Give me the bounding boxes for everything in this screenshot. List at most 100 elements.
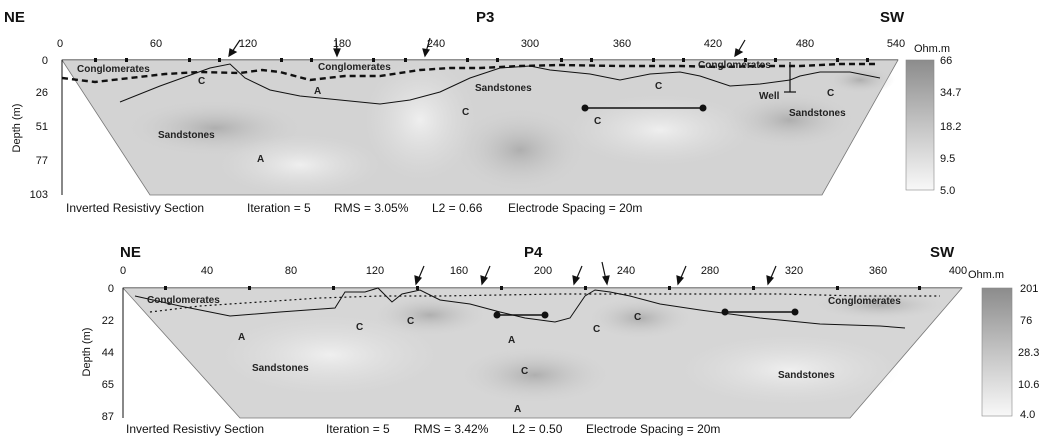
p4-x-tick: 280 xyxy=(701,265,719,277)
p3-depth-axis-label: Depth (m) xyxy=(11,104,23,153)
p4-x-ticks: 0 40 80 120 160 200 240 280 320 360 400 xyxy=(120,265,967,277)
p4-shade xyxy=(680,335,900,405)
p4-probe-end xyxy=(493,311,501,319)
p3-label-a: A xyxy=(314,86,321,97)
p3-right-label: SW xyxy=(880,9,905,26)
p4-x-tick: 160 xyxy=(450,265,468,277)
p4-conglomerate-boundary xyxy=(149,293,940,313)
p3-caption-l2: L2 = 0.66 xyxy=(432,201,483,215)
section-p3: NE P3 SW 0 60 120 180 240 300 360 420 48… xyxy=(4,9,961,215)
p3-scale-value: 5.0 xyxy=(940,185,955,197)
p4-x-tick: 40 xyxy=(201,265,213,277)
p3-label-sandstones: Sandstones xyxy=(789,108,846,119)
p3-electrodes xyxy=(94,58,869,62)
p4-x-tick: 320 xyxy=(785,265,803,277)
p3-depth-tick: 0 xyxy=(42,55,48,67)
p4-electrodes xyxy=(164,286,921,290)
p4-left-label: NE xyxy=(120,244,141,261)
p4-label-conglomerates: Conglomerates xyxy=(828,296,901,307)
p4-scale-value: 10.6 xyxy=(1018,379,1039,391)
p3-x-tick: 0 xyxy=(57,38,63,50)
p3-color-scale xyxy=(905,59,935,191)
p4-probe-end xyxy=(791,308,799,316)
p3-scale-value: 9.5 xyxy=(940,153,955,165)
p3-x-tick: 60 xyxy=(150,38,162,50)
p4-caption-iteration: Iteration = 5 xyxy=(326,422,390,436)
p3-shade xyxy=(825,66,895,94)
p4-depth-tick: 44 xyxy=(102,347,114,359)
p3-shade xyxy=(220,135,380,195)
p4-depth-tick: 22 xyxy=(102,315,114,327)
p3-x-ticks: 0 60 120 180 240 300 360 420 480 540 xyxy=(57,38,905,50)
p4-shade xyxy=(370,293,490,337)
p4-probe-end xyxy=(721,308,729,316)
p3-depth-tick: 26 xyxy=(36,87,48,99)
p4-label-c: C xyxy=(634,312,641,323)
p3-interface-line xyxy=(119,63,881,105)
p4-x-tick: 360 xyxy=(869,265,887,277)
p3-label-sandstones: Sandstones xyxy=(475,83,532,94)
p3-x-tick: 120 xyxy=(239,38,257,50)
p4-color-scale xyxy=(981,287,1013,417)
p4-depth-tick: 65 xyxy=(102,379,114,391)
p4-shade xyxy=(585,296,695,340)
p3-label-conglomerates: Conglomerates xyxy=(77,64,150,75)
p3-x-tick: 300 xyxy=(521,38,539,50)
p3-label-well: Well xyxy=(759,91,780,102)
p4-x-tick: 400 xyxy=(949,265,967,277)
p3-scale-value: 66 xyxy=(940,55,952,67)
p4-label-a: A xyxy=(238,332,245,343)
p4-label-c: C xyxy=(593,324,600,335)
p4-label-sandstones: Sandstones xyxy=(778,370,835,381)
p4-x-tick: 240 xyxy=(617,265,635,277)
p3-caption-title: Inverted Resistivy Section xyxy=(66,201,204,215)
p3-depth-tick: 51 xyxy=(36,121,48,133)
p4-shade xyxy=(220,315,440,395)
p4-right-label: SW xyxy=(930,244,955,261)
p4-depth-axis-label: Depth (m) xyxy=(81,328,93,377)
p3-label-conglomerates: Conglomerates xyxy=(698,60,771,71)
p3-label-c: C xyxy=(462,107,469,118)
p4-depth-ticks: 0 22 44 65 87 xyxy=(102,283,114,423)
p4-depth-tick: 0 xyxy=(108,283,114,295)
p3-depth-tick: 103 xyxy=(30,189,48,201)
p3-x-tick: 180 xyxy=(333,38,351,50)
p4-label-a: A xyxy=(514,404,521,415)
p4-probe-end xyxy=(541,311,549,319)
p4-x-tick: 200 xyxy=(534,265,552,277)
p3-left-label: NE xyxy=(4,9,25,26)
p3-label-c: C xyxy=(594,116,601,127)
p4-label-c: C xyxy=(407,316,414,327)
p4-label-sandstones: Sandstones xyxy=(252,363,309,374)
p3-title: P3 xyxy=(476,9,494,26)
p3-x-tick: 360 xyxy=(613,38,631,50)
p3-x-tick: 240 xyxy=(427,38,445,50)
p4-caption-l2: L2 = 0.50 xyxy=(512,422,563,436)
p3-caption-rms: RMS = 3.05% xyxy=(334,201,409,215)
p3-label-a: A xyxy=(257,154,264,165)
p3-scale-value: 18.2 xyxy=(940,121,961,133)
p3-x-tick: 540 xyxy=(887,38,905,50)
p3-scale-value: 34.7 xyxy=(940,87,961,99)
p4-arrows xyxy=(414,261,777,286)
p4-label-c: C xyxy=(356,322,363,333)
p4-x-tick: 120 xyxy=(366,265,384,277)
p3-label-c: C xyxy=(198,76,205,87)
p3-shade xyxy=(720,90,860,150)
p4-x-tick: 0 xyxy=(120,265,126,277)
p3-scale-unit: Ohm.m xyxy=(914,43,950,55)
p3-shade xyxy=(450,105,590,195)
p3-shade xyxy=(365,60,475,180)
p3-x-tick: 420 xyxy=(704,38,722,50)
p4-scale-unit: Ohm.m xyxy=(968,269,1004,281)
p4-title: P4 xyxy=(524,244,543,261)
p4-x-tick: 80 xyxy=(285,265,297,277)
p3-arrows xyxy=(228,37,746,58)
p4-scale-value: 201 xyxy=(1020,283,1038,295)
p3-depth-ticks: 0 26 51 77 103 xyxy=(30,55,48,201)
p4-scale-value: 76 xyxy=(1020,315,1032,327)
p3-conglomerate-boundary xyxy=(61,62,878,84)
p4-label-c: C xyxy=(521,366,528,377)
p4-caption-title: Inverted Resistivy Section xyxy=(126,422,264,436)
p3-caption-iteration: Iteration = 5 xyxy=(247,201,311,215)
